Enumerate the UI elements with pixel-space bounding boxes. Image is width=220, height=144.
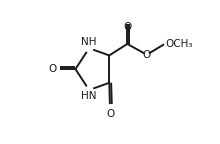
Text: O: O [123,22,131,32]
Text: NH: NH [81,37,97,47]
Text: O: O [143,50,151,60]
Text: O: O [106,109,114,119]
Text: OCH₃: OCH₃ [165,39,193,49]
Text: O: O [48,64,57,74]
Text: HN: HN [81,91,97,101]
